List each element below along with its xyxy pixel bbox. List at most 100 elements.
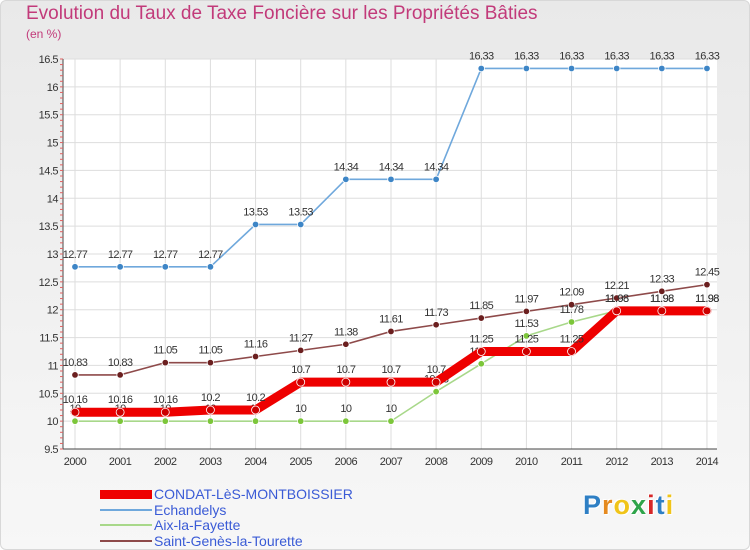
data-label: 12.77 [63, 249, 88, 261]
data-label: 12.09 [559, 287, 584, 299]
data-label: 12.21 [604, 280, 629, 292]
series-echandelys: 12.77 12.77 12.77 12.77 13.53 13.53 14.34 14.34… [63, 50, 720, 271]
y-tick-label: 10.5 [39, 388, 59, 400]
data-label: 11.98 [605, 293, 629, 305]
data-point [296, 377, 306, 387]
data-point [342, 340, 350, 348]
legend-item: Saint-Genès-la-Tourette [100, 533, 460, 549]
data-label: 11.38 [334, 326, 358, 338]
data-label: 16.33 [695, 50, 720, 62]
data-point [612, 306, 622, 316]
x-tick-label: 2000 [64, 456, 87, 468]
legend-label: CONDAT-LèS-MONTBOISSIER [154, 486, 353, 502]
data-point [341, 377, 351, 387]
y-tick-label: 13.5 [39, 221, 59, 233]
legend-item: Echandelys [100, 502, 460, 518]
data-label: 12.77 [108, 249, 133, 261]
data-label: 10 [385, 403, 397, 415]
data-label: 10.16 [63, 394, 88, 406]
data-label: 10.7 [336, 364, 355, 376]
data-label: 14.34 [379, 161, 404, 173]
y-tick-label: 11 [48, 360, 59, 372]
data-point [161, 263, 169, 271]
data-label: 11.85 [469, 300, 493, 312]
data-label: 16.33 [604, 50, 629, 62]
data-point [297, 417, 305, 425]
x-tick-label: 2014 [696, 456, 719, 468]
data-point [387, 417, 395, 425]
y-tick-label: 9.5 [44, 444, 58, 456]
data-point [477, 360, 485, 368]
data-point [342, 417, 350, 425]
y-tick-label: 15.5 [39, 110, 59, 122]
x-tick-label: 2002 [154, 456, 177, 468]
data-point [703, 280, 711, 289]
data-point [567, 347, 576, 356]
data-point [342, 175, 350, 184]
data-label: 11.78 [560, 304, 584, 316]
data-point [387, 175, 395, 184]
legend-swatch [100, 489, 152, 499]
y-axis-unit-label: (en %) [26, 27, 62, 41]
x-tick-label: 2004 [244, 456, 267, 468]
y-tick-label: 14 [47, 193, 59, 205]
data-point [206, 263, 215, 271]
data-point [432, 175, 440, 184]
data-label: 12.33 [650, 273, 675, 285]
data-point [431, 377, 441, 387]
legend-swatch [100, 509, 152, 511]
x-tick-label: 2013 [651, 456, 674, 468]
data-label: 11.25 [469, 334, 493, 346]
data-point [71, 371, 79, 379]
legend-label: Echandelys [154, 502, 227, 518]
data-label: 11.16 [244, 339, 268, 351]
data-label: 10.83 [108, 357, 133, 369]
data-point [387, 327, 395, 336]
data-point [432, 387, 440, 396]
data-point [567, 64, 576, 73]
x-tick-label: 2007 [380, 456, 403, 468]
data-label: 16.33 [559, 50, 584, 62]
data-point [297, 220, 305, 229]
data-point [432, 321, 440, 329]
data-label: 10.2 [246, 392, 265, 404]
data-point [477, 314, 485, 322]
data-label: 10.7 [291, 364, 310, 376]
data-point [71, 417, 79, 425]
y-tick-label: 16.5 [39, 54, 59, 66]
legend-swatch [100, 540, 152, 542]
data-point [612, 294, 621, 302]
data-label: 11.98 [695, 293, 719, 305]
data-point [658, 287, 666, 296]
data-point [703, 64, 711, 73]
data-label: 10.83 [63, 357, 88, 369]
data-point [70, 407, 80, 417]
data-point [251, 352, 260, 361]
data-label: 11.25 [515, 334, 539, 346]
x-tick-label: 2005 [289, 456, 312, 468]
data-label: 10.7 [381, 364, 400, 376]
x-tick-label: 2011 [561, 456, 583, 468]
data-label: 10.16 [108, 394, 133, 406]
y-tick-label: 15 [47, 138, 59, 150]
y-tick-label: 13 [47, 249, 59, 261]
x-tick-label: 2012 [605, 456, 628, 468]
legend-label: Saint-Genès-la-Tourette [154, 533, 303, 549]
data-point [612, 64, 621, 73]
x-tick-label: 2003 [199, 456, 222, 468]
data-label: 11.61 [379, 313, 403, 325]
data-label: 12.77 [153, 249, 178, 261]
data-point [657, 306, 667, 316]
proxiti-logo: Proxiti [583, 490, 675, 520]
data-label: 11.27 [289, 332, 313, 344]
data-point [206, 405, 215, 415]
data-point [206, 358, 215, 367]
legend-item: CONDAT-LèS-MONTBOISSIER [100, 486, 460, 502]
data-point [522, 347, 531, 356]
data-label: 11.98 [650, 293, 674, 305]
data-label: 13.53 [288, 206, 313, 218]
data-label: 10 [295, 403, 307, 415]
data-label: 16.33 [469, 50, 494, 62]
data-point [116, 263, 124, 271]
